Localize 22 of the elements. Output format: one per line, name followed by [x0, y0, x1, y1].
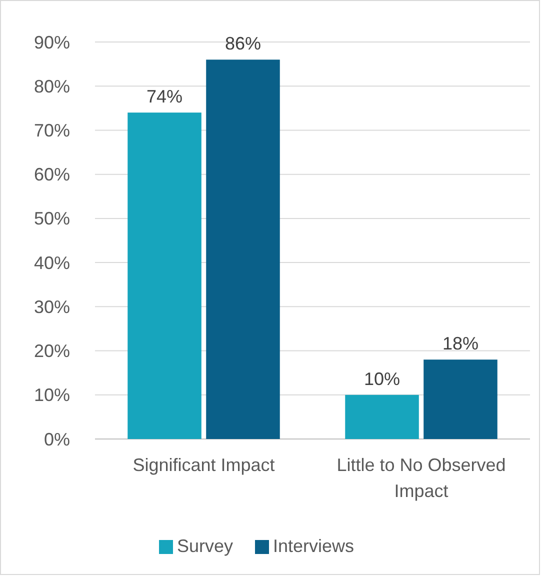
y-tick-label: 90% — [34, 32, 70, 52]
y-tick-label: 10% — [34, 385, 70, 406]
y-tick-label: 20% — [34, 341, 70, 362]
text: 18% — [442, 334, 479, 354]
legend-label: Interviews — [273, 536, 354, 556]
y-tick-label: 50% — [34, 208, 70, 229]
text: 10% — [364, 368, 400, 389]
legend-label: Survey — [177, 536, 234, 556]
x-tick-label: Little to No Observed Impact — [336, 455, 506, 501]
y-tick-label: 40% — [34, 252, 70, 273]
bar — [345, 394, 419, 439]
x-tick-label: Significant Impact — [132, 455, 275, 475]
y-tick-label: 70% — [34, 120, 70, 141]
y-tick-label: 60% — [34, 164, 70, 185]
bar — [424, 360, 498, 439]
y-tick-label: 0% — [44, 429, 70, 450]
text: 86% — [224, 34, 262, 54]
y-tick-label: 30% — [34, 296, 70, 317]
y-tick-label: 80% — [34, 76, 70, 96]
bar — [206, 60, 280, 439]
text: 74% — [146, 86, 183, 107]
bar — [128, 112, 202, 439]
